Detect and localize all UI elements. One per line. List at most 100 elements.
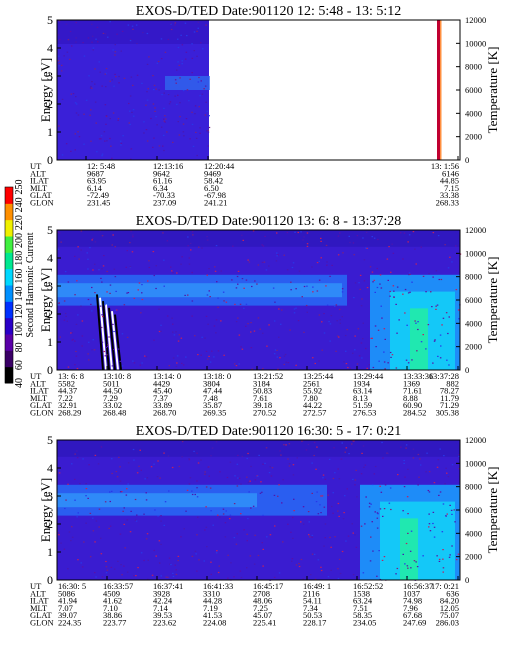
spectrogram-speckle <box>167 455 170 457</box>
spectrogram-speckle <box>195 137 198 139</box>
spectrogram-speckle <box>340 458 343 460</box>
spectrogram-speckle <box>122 135 124 137</box>
spectrogram-speckle <box>373 237 376 239</box>
spectrogram-speckle <box>102 32 105 34</box>
spectrogram-speckle <box>273 494 276 496</box>
spectrogram-speckle <box>396 332 398 334</box>
spectrogram-speckle <box>64 271 67 273</box>
spectrogram-speckle <box>334 305 336 307</box>
spectrogram-speckle <box>323 506 326 508</box>
spectrogram-speckle <box>251 285 253 288</box>
spectrogram-speckle <box>225 510 227 512</box>
spectrogram-speckle <box>348 235 350 237</box>
orbit-cell: -70.33 <box>153 190 175 200</box>
spectrogram-speckle <box>123 565 125 567</box>
spectrogram-speckle <box>231 279 233 281</box>
spectrogram-speckle <box>195 131 197 133</box>
spectrogram-speckle <box>414 248 416 250</box>
spectrogram-speckle <box>447 267 450 269</box>
spectrogram-speckle <box>70 540 72 542</box>
colorbar-segment <box>5 203 13 221</box>
spectrogram-speckle <box>345 363 348 365</box>
spectrogram-speckle <box>196 452 198 454</box>
spectrogram-speckle <box>60 241 62 243</box>
spectrogram-speckle <box>94 263 96 265</box>
spectrogram-speckle <box>100 537 102 539</box>
spectrogram-speckle <box>71 526 73 528</box>
orbit-cell: 7.07 <box>58 603 73 613</box>
spectrogram-speckle <box>235 365 238 367</box>
spectrogram-speckle <box>301 440 303 442</box>
spectrogram-speckle <box>302 440 304 442</box>
spectrogram-speckle <box>360 525 363 527</box>
spectrogram-speckle <box>371 337 373 339</box>
spectrogram-speckle <box>219 471 221 473</box>
spectrogram-speckle <box>114 73 116 75</box>
orbit-cell: 882 <box>446 378 459 388</box>
spectrogram-speckle <box>381 441 383 444</box>
spectrogram-speckle <box>376 517 379 519</box>
spectrogram-speckle <box>98 526 100 528</box>
spectrogram-speckle <box>136 514 138 516</box>
spectrogram-speckle <box>383 361 386 363</box>
y2-tick-label: 6000 <box>465 505 482 515</box>
spectrogram-speckle <box>146 91 148 93</box>
spectrogram-speckle <box>278 484 280 486</box>
spectrogram-speckle <box>160 324 162 326</box>
orbit-cell: 247.69 <box>403 618 426 628</box>
spectrogram-speckle <box>359 288 361 290</box>
spectrogram-speckle <box>206 130 208 132</box>
y2-tick-label: 8000 <box>465 62 482 72</box>
spectrogram-speckle <box>369 266 372 268</box>
spectrogram-speckle <box>276 356 279 358</box>
orbit-cell: 39.18 <box>253 400 272 410</box>
orbit-cell: 11.79 <box>440 393 459 403</box>
colorbar: 406080100120140160180200220240250Second … <box>4 180 36 388</box>
spectrogram-speckle <box>71 463 73 465</box>
spectrogram-speckle <box>361 452 363 454</box>
orbit-row-label: GLAT <box>30 610 53 620</box>
spectrogram-speckle <box>156 476 159 478</box>
spectrogram-speckle <box>419 464 422 466</box>
spectrogram-speckle <box>196 570 198 572</box>
spectrogram-speckle <box>281 309 283 311</box>
spectrogram-speckle <box>437 235 440 237</box>
spectrogram-speckle <box>155 265 157 267</box>
spectrogram-speckle <box>371 521 373 523</box>
spectrogram-speckle <box>140 312 142 314</box>
spectrogram-speckle <box>377 329 380 331</box>
spectrogram-speckle <box>311 266 313 268</box>
spectrogram-speckle <box>217 297 219 299</box>
spectrogram-speckle <box>298 565 301 568</box>
spectrogram-speckle <box>153 339 155 341</box>
orbit-cell: 33.02 <box>103 400 122 410</box>
spectrogram-speckle <box>449 504 451 506</box>
spectrogram-speckle <box>407 292 410 294</box>
spectrogram-speckle <box>131 251 134 253</box>
spectrogram-speckle <box>287 458 289 460</box>
spectrogram-speckle <box>191 57 194 59</box>
spectrogram-speckle <box>64 507 66 510</box>
spectrogram-speckle <box>403 462 405 464</box>
spectrogram-speckle <box>99 305 102 307</box>
orbit-cell: 284.52 <box>403 408 426 418</box>
spectrogram-speckle <box>229 518 231 520</box>
spectrogram-speckle <box>293 308 296 310</box>
orbit-cell: 7.51 <box>353 603 368 613</box>
spectrogram-speckle <box>317 513 320 515</box>
spectrogram-speckle <box>278 572 281 574</box>
spectrogram-speckle <box>145 104 147 106</box>
spectrogram-speckle <box>342 252 344 254</box>
spectrogram-speckle <box>262 565 264 567</box>
orbit-cell: 13: 1:56 <box>431 161 459 171</box>
spectrogram-speckle <box>184 294 186 296</box>
spectrogram-speckle <box>174 95 176 97</box>
spectrogram-speckle <box>161 94 163 96</box>
spectrogram-speckle <box>223 354 225 356</box>
spectrogram-speckle <box>98 508 101 510</box>
spectrogram-speckle <box>295 364 297 366</box>
spectrogram-band <box>57 493 257 508</box>
spectrogram-speckle <box>332 492 334 494</box>
spectrogram-speckle <box>268 324 270 326</box>
spectrogram-speckle <box>166 131 168 133</box>
